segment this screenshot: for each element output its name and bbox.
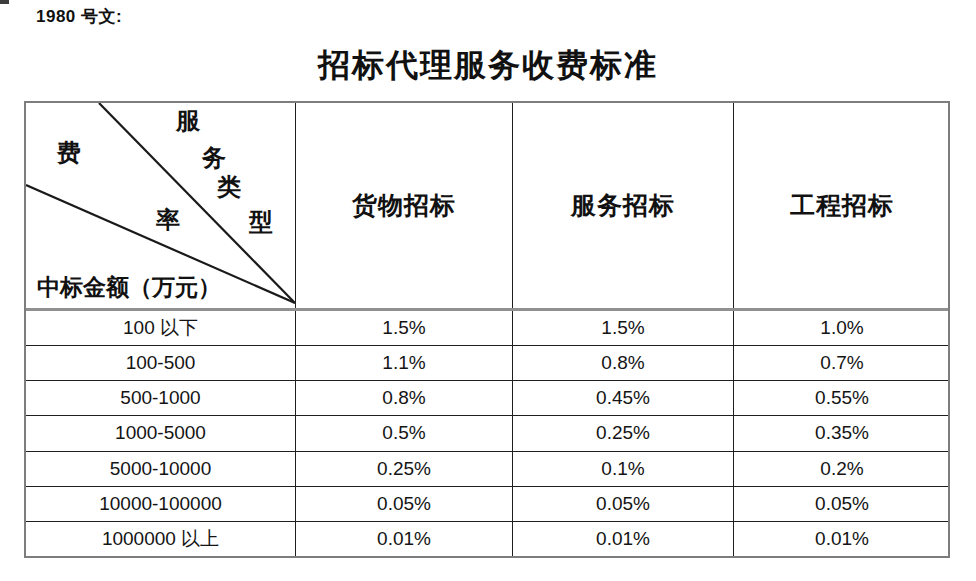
amount-range-cell: 100 以下 <box>26 311 296 345</box>
rate-cell: 0.45% <box>513 381 734 415</box>
fee-standard-table: 服 务 类 型 费 率 中标金额（万元） 货物招标 服务招标 工程招标 100 … <box>24 101 950 558</box>
service-type-char-2: 务 <box>202 146 226 170</box>
rate-cell: 0.05% <box>296 487 513 521</box>
service-type-char-3: 类 <box>217 175 241 199</box>
rate-cell: 1.1% <box>296 346 513 380</box>
table-row: 100 以下 1.5% 1.5% 1.0% <box>26 311 948 346</box>
rate-cell: 0.2% <box>734 452 950 486</box>
table-row: 500-1000 0.8% 0.45% 0.55% <box>26 381 948 416</box>
column-header-goods: 货物招标 <box>296 103 513 308</box>
document-page: 1980 号文: 招标代理服务收费标准 服 务 类 型 费 率 中标金额（万元）… <box>0 0 976 581</box>
rate-cell: 0.01% <box>296 522 513 556</box>
rate-cell: 0.7% <box>734 346 950 380</box>
rate-cell: 0.55% <box>734 381 950 415</box>
table-row: 10000-100000 0.05% 0.05% 0.05% <box>26 487 948 522</box>
rate-cell: 1.5% <box>296 311 513 345</box>
rate-cell: 0.8% <box>513 346 734 380</box>
rate-cell: 0.5% <box>296 416 513 450</box>
table-row: 5000-10000 0.25% 0.1% 0.2% <box>26 452 948 487</box>
document-reference: 1980 号文: <box>36 5 122 28</box>
service-type-char-1: 服 <box>176 109 200 133</box>
rate-cell: 0.01% <box>513 522 734 556</box>
column-header-engineering: 工程招标 <box>734 103 950 308</box>
rate-cell: 0.8% <box>296 381 513 415</box>
amount-range-cell: 100-500 <box>26 346 296 380</box>
rate-cell: 0.05% <box>513 487 734 521</box>
table-row: 1000000 以上 0.01% 0.01% 0.01% <box>26 522 948 556</box>
rate-cell: 0.35% <box>734 416 950 450</box>
amount-axis-label: 中标金额（万元） <box>37 274 221 302</box>
table-row: 1000-5000 0.5% 0.25% 0.35% <box>26 416 948 451</box>
rate-cell: 1.5% <box>513 311 734 345</box>
column-header-label: 货物招标 <box>352 189 456 222</box>
amount-range-cell: 1000000 以上 <box>26 522 296 556</box>
rate-cell: 0.05% <box>734 487 950 521</box>
amount-range-cell: 1000-5000 <box>26 416 296 450</box>
amount-range-cell: 10000-100000 <box>26 487 296 521</box>
rate-cell: 0.1% <box>513 452 734 486</box>
table-row: 100-500 1.1% 0.8% 0.7% <box>26 346 948 381</box>
column-header-label: 工程招标 <box>790 189 894 222</box>
service-type-char-4: 型 <box>249 210 273 234</box>
rate-cell: 0.01% <box>734 522 950 556</box>
rate-cell: 0.25% <box>513 416 734 450</box>
column-header-services: 服务招标 <box>513 103 734 308</box>
rate-cell: 1.0% <box>734 311 950 345</box>
fee-rate-char-1: 费 <box>57 141 81 165</box>
amount-range-cell: 500-1000 <box>26 381 296 415</box>
table-header-row: 服 务 类 型 费 率 中标金额（万元） 货物招标 服务招标 工程招标 <box>26 103 948 311</box>
page-title: 招标代理服务收费标准 <box>0 44 976 88</box>
fee-rate-char-2: 率 <box>156 208 180 232</box>
table-body: 100 以下 1.5% 1.5% 1.0% 100-500 1.1% 0.8% … <box>26 311 948 556</box>
diagonal-header-cell: 服 务 类 型 费 率 中标金额（万元） <box>26 103 296 308</box>
scan-artifact <box>0 0 9 4</box>
column-header-label: 服务招标 <box>571 189 675 222</box>
amount-range-cell: 5000-10000 <box>26 452 296 486</box>
rate-cell: 0.25% <box>296 452 513 486</box>
